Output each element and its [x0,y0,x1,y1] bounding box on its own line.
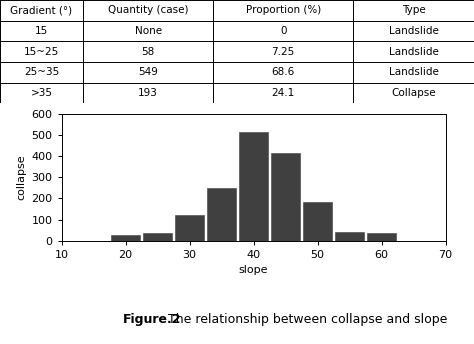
Text: The relationship between collapse and slope: The relationship between collapse and sl… [164,313,447,326]
Text: Proportion (%): Proportion (%) [246,5,321,15]
Text: Collapse: Collapse [391,88,436,98]
Text: 58: 58 [142,46,155,57]
Y-axis label: collapse: collapse [16,154,26,200]
Bar [367,233,396,241]
Bar [111,236,140,241]
Text: 549: 549 [138,67,158,77]
Text: 7.25: 7.25 [272,46,295,57]
Text: None: None [135,26,162,36]
Text: Quantity (case): Quantity (case) [108,5,188,15]
Text: Figure.2: Figure.2 [123,313,181,326]
Bar [239,131,268,241]
Text: Gradient (°): Gradient (°) [10,5,73,15]
Text: 0: 0 [280,26,286,36]
Text: 68.6: 68.6 [272,67,295,77]
Bar [335,232,364,241]
Bar [175,215,204,241]
Bar [303,202,332,241]
Text: Landslide: Landslide [389,46,438,57]
Text: >35: >35 [30,88,53,98]
Text: 15~25: 15~25 [24,46,59,57]
Bar [143,233,172,241]
Text: Landslide: Landslide [389,67,438,77]
Text: Landslide: Landslide [389,26,438,36]
X-axis label: slope: slope [239,265,268,276]
Text: 25~35: 25~35 [24,67,59,77]
Text: Type: Type [401,5,426,15]
Text: 193: 193 [138,88,158,98]
Bar [207,188,236,241]
Bar [271,153,300,241]
Text: 24.1: 24.1 [272,88,295,98]
Text: 15: 15 [35,26,48,36]
